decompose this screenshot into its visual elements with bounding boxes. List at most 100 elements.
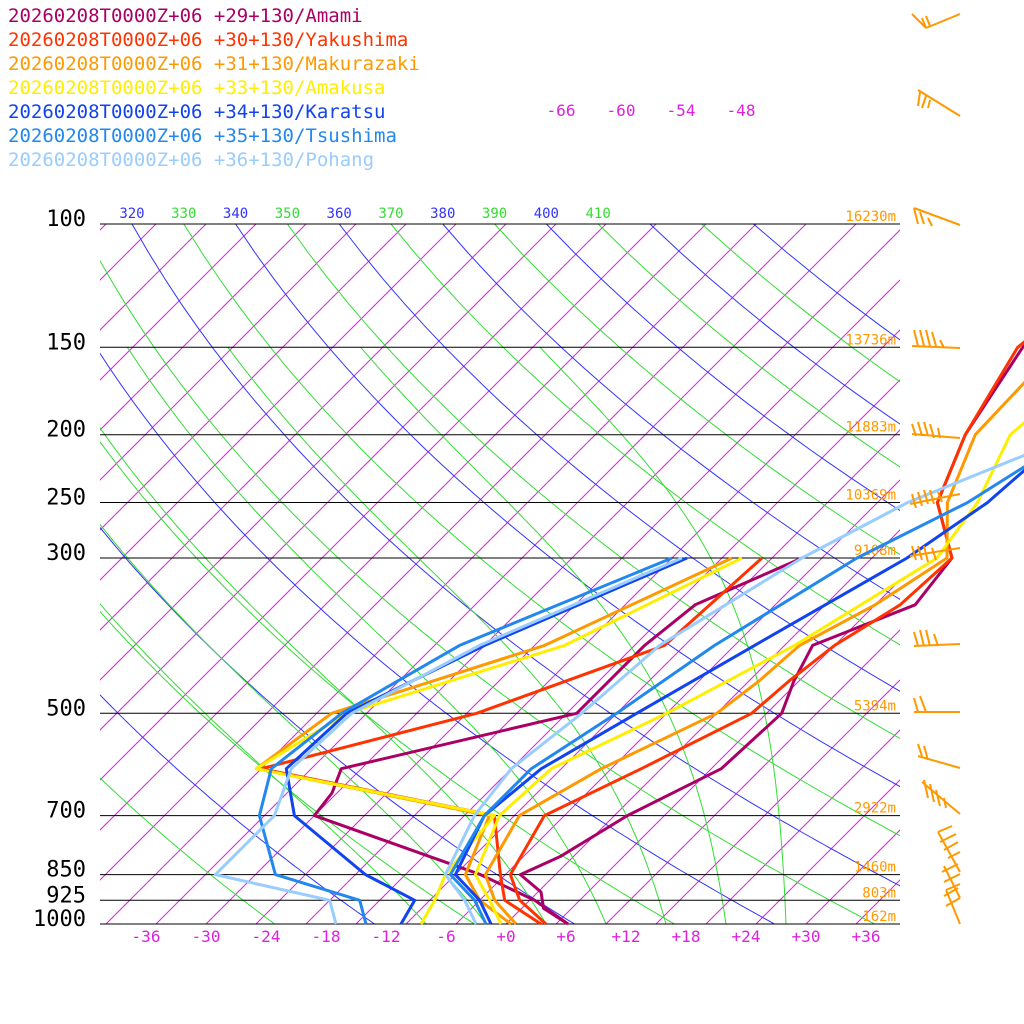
moist-adiabat-line [360,346,727,924]
station-profile [213,453,1024,925]
pressure-label: 925 [46,883,86,908]
pressure-label: 100 [46,207,86,232]
theta-label: 410 [586,206,611,222]
moist-adiabat-line [539,346,787,924]
height-label: 11883m [845,420,896,436]
wind-barb-icon [913,629,961,647]
pressure-label: 200 [46,418,86,443]
isotherm-line [355,379,900,924]
isotherm-line [100,224,557,681]
height-label: 13736m [845,332,896,348]
sounding-profiles [213,340,1024,926]
chart-legend: 20260208T0000Z+06 +29+130/Amami 20260208T… [8,4,420,172]
isotherm-label: -66 [547,101,576,120]
isotherm-line [255,279,900,924]
isotherm-line [100,224,357,481]
isotherm-line [100,224,307,431]
wind-barb-icon [913,207,961,227]
moist-adiabat-line [227,347,667,924]
dewpoint-line [284,556,688,925]
isotherm-line [305,329,900,924]
theta-label: 330 [171,206,196,222]
isotherm-line [655,679,900,924]
pressure-label: 700 [46,799,86,824]
isotherm-line [100,224,507,631]
dry-adiabat-line [701,224,900,383]
dry-adiabat-line [100,777,275,924]
x-tick-label: -18 [312,927,341,946]
theta-labels: 320 330 340 350 360 370 380 390 400 410 [119,206,610,222]
x-tick-label: -6 [436,927,455,946]
temperature-line [453,468,1024,925]
temperature-line [443,453,1024,925]
isobar-lines: 100 16230m 150 13736m 200 11883m 250 10369m 300 9… [33,207,900,932]
dry-adiabat-line [183,224,900,837]
pressure-label: 250 [46,486,86,511]
wind-barb-icon [941,863,961,899]
pressure-label: 850 [46,858,86,883]
isotherm-line [205,229,900,924]
dry-adiabat-line [442,224,900,600]
theta-label: 340 [223,206,248,222]
isotherm-line [956,224,1024,924]
x-tick-label: -36 [132,927,161,946]
theta-label: 380 [430,206,455,222]
height-label: 16230m [845,209,896,225]
wind-barb-icon [937,825,961,873]
isotherm-grid [100,224,1024,924]
isotherm-line [705,729,900,924]
dry-adiabat-grid [100,224,900,924]
isotherm-line [100,224,657,781]
isotherm-line [755,779,900,924]
x-tick-label: -30 [192,927,221,946]
isotherm-line [1006,224,1024,924]
theta-label: 350 [275,206,300,222]
theta-label: 390 [482,206,507,222]
wind-barb-icon [911,13,961,29]
wind-barb-icon [917,743,961,769]
isotherm-line [100,224,757,881]
height-label: 5394m [854,698,896,714]
station-profile [257,465,1024,925]
theta-label: 320 [119,206,144,222]
wind-barb-icon [909,489,961,509]
isotherm-label: -54 [667,101,696,120]
station-profile [254,421,1024,925]
height-label: 2922m [854,801,896,817]
isotherm-line [155,224,857,924]
isotherm-line [100,224,257,381]
x-tick-label: +12 [612,927,641,946]
station-profile [312,344,1024,926]
x-tick-label: +36 [852,927,881,946]
dry-adiabat-line [494,224,900,556]
isotherm-line [405,429,900,924]
dry-adiabat-line [131,224,900,887]
isotherm-line [555,579,900,924]
isotherm-labels: -66 -60 -54 -48 [547,101,756,120]
legend-entry: 20260208T0000Z+06 +29+130/Amami [8,5,363,27]
x-tick-label: +24 [732,927,761,946]
dry-adiabat-line [546,224,900,512]
pressure-label: 150 [46,330,86,355]
legend-entry: 20260208T0000Z+06 +36+130/Pohang [8,149,375,171]
pressure-label: 1000 [33,907,86,932]
wind-barb-icon [913,695,960,713]
moist-adiabat-line [100,603,427,924]
wind-barb-icon [917,89,961,117]
temperature-line [508,340,1024,926]
x-tick-label: +18 [672,927,701,946]
isotherm-label: -60 [607,101,636,120]
isotherm-line [605,629,900,924]
legend-entry: 20260208T0000Z+06 +33+130/Amakusa [8,77,386,99]
legend-entry: 20260208T0000Z+06 +30+130/Yakushima [8,29,409,51]
isotherm-line [100,224,407,531]
dewpoint-line [257,556,673,925]
isotherm-label: -48 [727,101,756,120]
isotherm-line [100,224,607,731]
temperature-line [518,344,1024,926]
isotherm-line [100,224,457,581]
x-tick-label: -12 [372,927,401,946]
isotherm-line [805,829,900,924]
wind-barbs [909,13,961,925]
x-tick-label: +0 [496,927,515,946]
